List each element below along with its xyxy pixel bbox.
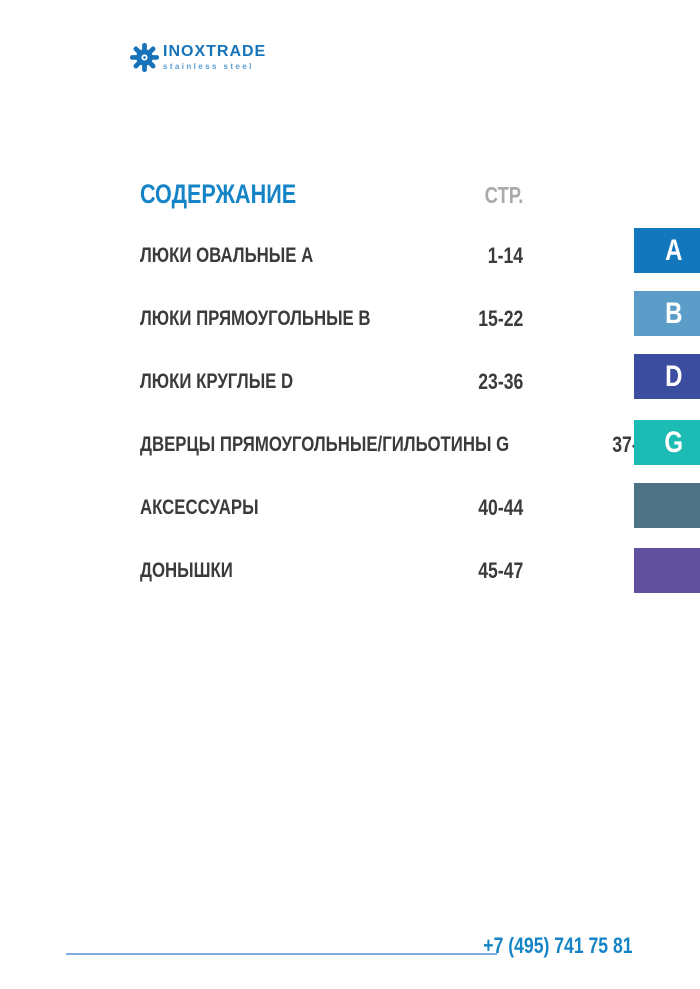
toc-item-pages: 45-47 [477,557,523,583]
tab-section-bottoms[interactable] [634,548,700,593]
tab-letter: B [665,297,683,330]
toc-list: ЛЮКИ ОВАЛЬНЫЕ А 1-14 ЛЮКИ ПРЯМОУГОЛЬНЫЕ … [140,224,658,602]
toc-item-label: ДОНЫШКИ [140,558,233,582]
footer-divider [66,953,497,955]
toc-item-label: АКСЕССУАРЫ [140,495,259,519]
toc-header: СОДЕРЖАНИЕ СТР. [140,179,523,209]
pages-column-label: СТР. [484,182,523,208]
logo: INOXTRADE stainless steel [130,41,266,73]
tab-section-b[interactable]: B [634,291,700,336]
logo-text: INOXTRADE stainless steel [163,41,266,71]
phone-number: +7 (495) 741 75 81 [483,933,633,958]
tab-letter: D [665,360,683,393]
tab-section-g[interactable]: G [634,420,700,465]
tab-letter: G [664,426,684,459]
toc-row-dvertsy-gilotiny-g[interactable]: ДВЕРЦЫ ПРЯМОУГОЛЬНЫЕ/ГИЛЬОТИНЫ G 37-39 [140,413,658,476]
toc-item-label: ЛЮКИ КРУГЛЫЕ D [140,369,294,393]
footer-phone: +7 (495) 741 75 81 [446,935,633,957]
toc-row-lyuki-kruglye-d[interactable]: ЛЮКИ КРУГЛЫЕ D 23-36 [140,350,523,413]
toc-item-label: ЛЮКИ ПРЯМОУГОЛЬНЫЕ В [140,306,371,330]
logo-tagline: stainless steel [163,62,254,71]
section-index-tabs: A B D G [634,228,700,593]
toc-item-pages: 23-36 [477,368,523,394]
tab-section-a[interactable]: A [634,228,700,273]
toc-item-pages: 40-44 [477,494,523,520]
logo-name: INOXTRADE [163,43,267,60]
toc-row-lyuki-pryamougolnye-b[interactable]: ЛЮКИ ПРЯМОУГОЛЬНЫЕ В 15-22 [140,287,523,350]
tab-section-accessories[interactable] [634,483,700,528]
toc-item-label: ЛЮКИ ОВАЛЬНЫЕ А [140,243,314,267]
toc-item-pages: 1-14 [487,242,523,268]
tab-letter: A [665,234,683,267]
toc-item-label: ДВЕРЦЫ ПРЯМОУГОЛЬНЫЕ/ГИЛЬОТИНЫ G [140,432,510,456]
gear-icon [130,41,159,73]
toc-row-donyshki[interactable]: ДОНЫШКИ 45-47 [140,539,523,602]
toc-row-aksessuary[interactable]: АКСЕССУАРЫ 40-44 [140,476,523,539]
toc-item-pages: 15-22 [477,305,523,331]
tab-section-d[interactable]: D [634,354,700,399]
toc-row-lyuki-ovalnye-a[interactable]: ЛЮКИ ОВАЛЬНЫЕ А 1-14 [140,224,523,287]
page-title: СОДЕРЖАНИЕ [140,179,297,209]
